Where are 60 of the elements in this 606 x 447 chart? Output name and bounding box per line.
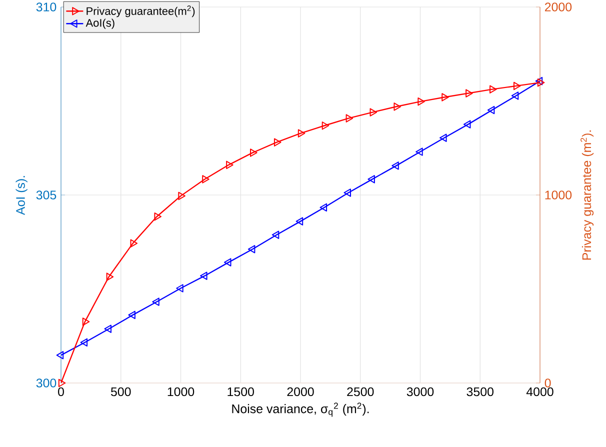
point xyxy=(58,378,66,388)
point xyxy=(248,245,256,254)
point xyxy=(322,122,330,130)
point xyxy=(487,106,495,114)
point xyxy=(176,284,184,292)
x-tick-label: 0 xyxy=(58,387,64,396)
point xyxy=(128,310,136,320)
point xyxy=(416,148,423,156)
point xyxy=(511,92,519,100)
point xyxy=(200,272,208,280)
y2-tick-label: 0 xyxy=(544,378,551,388)
point xyxy=(346,114,354,122)
x-tick-label: 1000 xyxy=(168,387,194,396)
point xyxy=(490,85,497,94)
point xyxy=(463,120,471,128)
point xyxy=(513,82,521,90)
point xyxy=(226,160,234,170)
point xyxy=(106,272,114,281)
point xyxy=(250,148,258,157)
x-tick-label: 1500 xyxy=(228,387,254,396)
point xyxy=(394,102,401,111)
point xyxy=(466,89,473,98)
y-tick-label: 305 xyxy=(36,190,56,200)
point xyxy=(178,192,186,200)
point xyxy=(344,188,351,197)
y-tick-label: 300 xyxy=(36,378,56,388)
point xyxy=(56,351,64,360)
point xyxy=(440,134,447,142)
x-axis-title: Noise variance, σ$_{q}$$^{2}$ (m$^{2}$). xyxy=(232,402,369,417)
y2-tick-label: 2000 xyxy=(544,2,572,12)
x-tick-label: 2000 xyxy=(287,387,314,396)
point xyxy=(392,162,399,170)
y-axis-title: AoI (s). xyxy=(16,176,28,216)
point xyxy=(274,138,282,146)
x-tick-label: 4000 xyxy=(526,387,554,396)
x-tick-label: 3000 xyxy=(406,387,434,396)
legend-label: AoI(s) xyxy=(86,18,114,29)
point xyxy=(418,97,425,106)
point xyxy=(370,108,378,116)
point xyxy=(82,318,90,326)
point xyxy=(154,212,162,221)
y2-tick-label: 1000 xyxy=(545,190,572,200)
point xyxy=(202,175,210,184)
x-tick-label: 3500 xyxy=(466,387,494,396)
point xyxy=(104,324,112,333)
point xyxy=(80,338,88,347)
y2-axis-title: Privacy guarantee (m$^{2}$). xyxy=(580,130,594,260)
point xyxy=(368,175,375,184)
point xyxy=(130,239,138,248)
point xyxy=(224,258,232,266)
point xyxy=(296,217,304,226)
point xyxy=(320,203,328,212)
y-tick-label: 310 xyxy=(36,2,56,12)
point xyxy=(152,298,160,306)
x-tick-label: 2500 xyxy=(347,387,374,396)
x-tick-label: 500 xyxy=(110,387,131,396)
legend-label: Privacy guarantee(m$^{2}$) xyxy=(86,6,195,18)
point xyxy=(272,230,280,239)
point xyxy=(298,129,306,138)
point xyxy=(442,93,449,102)
